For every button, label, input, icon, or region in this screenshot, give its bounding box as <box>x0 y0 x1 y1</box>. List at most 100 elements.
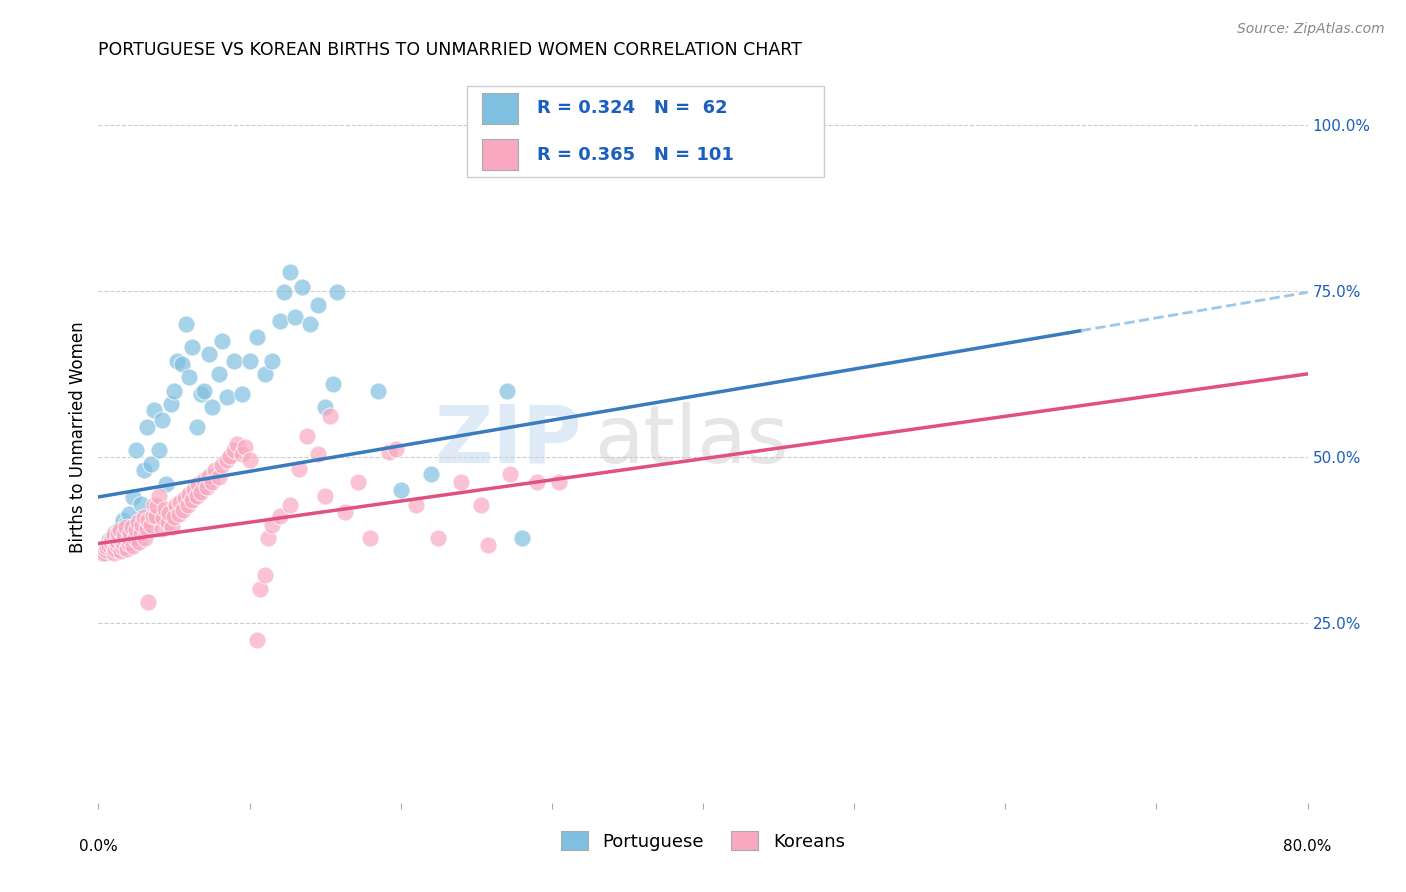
Point <box>181 493 204 508</box>
Point <box>160 397 183 411</box>
Point <box>136 513 159 527</box>
Point <box>122 490 145 504</box>
Bar <box>482 139 517 170</box>
Point <box>94 543 117 558</box>
Point <box>208 470 231 484</box>
Point <box>103 546 125 560</box>
Point <box>156 515 179 529</box>
Point <box>143 403 166 417</box>
Point <box>176 498 198 512</box>
Point <box>122 539 145 553</box>
Point <box>121 520 143 534</box>
Point <box>314 400 336 414</box>
Text: PORTUGUESE VS KOREAN BIRTHS TO UNMARRIED WOMEN CORRELATION CHART: PORTUGUESE VS KOREAN BIRTHS TO UNMARRIED… <box>98 41 803 59</box>
Point <box>125 523 148 537</box>
Point <box>201 400 224 414</box>
Point <box>174 317 197 331</box>
Point <box>124 531 146 545</box>
Point <box>98 538 121 552</box>
Point <box>127 515 149 529</box>
Point <box>269 508 291 523</box>
Point <box>107 525 129 540</box>
Text: ZIP: ZIP <box>434 401 582 480</box>
Point <box>173 491 195 506</box>
Point <box>96 540 118 554</box>
Text: R = 0.324   N =  62: R = 0.324 N = 62 <box>537 99 728 117</box>
Point <box>470 498 492 512</box>
Point <box>166 353 188 368</box>
Point <box>193 473 215 487</box>
Point <box>110 520 132 534</box>
Point <box>326 285 349 299</box>
Point <box>112 531 135 545</box>
Point <box>129 497 152 511</box>
Point <box>135 420 157 434</box>
Point <box>256 531 278 545</box>
Point <box>307 447 329 461</box>
Point <box>159 506 181 520</box>
Point <box>105 533 128 548</box>
Point <box>101 540 124 554</box>
Point <box>128 535 150 549</box>
Point <box>118 507 141 521</box>
Point <box>295 429 318 443</box>
Point <box>273 285 295 299</box>
Point <box>114 526 136 541</box>
Point <box>377 444 399 458</box>
Point <box>162 520 184 534</box>
Point <box>169 495 191 509</box>
Bar <box>482 94 517 124</box>
Point <box>269 314 291 328</box>
Point <box>186 420 208 434</box>
Point <box>333 504 356 518</box>
Point <box>136 595 159 609</box>
Point <box>314 489 336 503</box>
Point <box>120 525 142 540</box>
Point <box>219 449 242 463</box>
Point <box>114 516 136 531</box>
Point <box>104 541 127 556</box>
Point <box>118 531 141 545</box>
Point <box>170 357 193 371</box>
Point <box>187 476 209 491</box>
Point <box>190 484 212 499</box>
Point <box>477 538 499 552</box>
Point <box>181 340 204 354</box>
Point <box>155 476 177 491</box>
Text: atlas: atlas <box>595 401 789 480</box>
Point <box>224 443 246 458</box>
Point <box>125 443 148 458</box>
Point <box>299 317 322 331</box>
Point <box>112 527 135 541</box>
Point <box>142 508 165 523</box>
Point <box>145 508 167 523</box>
Point <box>526 475 548 490</box>
Point <box>111 535 134 549</box>
Point <box>385 442 408 456</box>
Point <box>231 387 253 401</box>
Point <box>450 475 472 490</box>
Point <box>105 543 128 558</box>
Point <box>172 503 194 517</box>
Point <box>167 507 190 521</box>
Point <box>253 367 276 381</box>
Point <box>143 498 166 512</box>
Point <box>280 265 302 279</box>
Point <box>112 536 135 550</box>
Y-axis label: Births to Unmarried Women: Births to Unmarried Women <box>69 321 87 553</box>
Legend: Portuguese, Koreans: Portuguese, Koreans <box>553 822 853 860</box>
Point <box>152 511 174 525</box>
Point <box>135 522 157 536</box>
Point <box>98 533 121 548</box>
Point <box>288 462 311 476</box>
Point <box>291 280 314 294</box>
Point <box>148 443 170 458</box>
Point <box>121 520 143 534</box>
Point <box>110 544 132 558</box>
Text: 0.0%: 0.0% <box>79 839 118 855</box>
Point <box>495 384 517 398</box>
Point <box>108 523 131 537</box>
Point <box>131 517 153 532</box>
Point <box>226 436 249 450</box>
Point <box>510 531 533 545</box>
